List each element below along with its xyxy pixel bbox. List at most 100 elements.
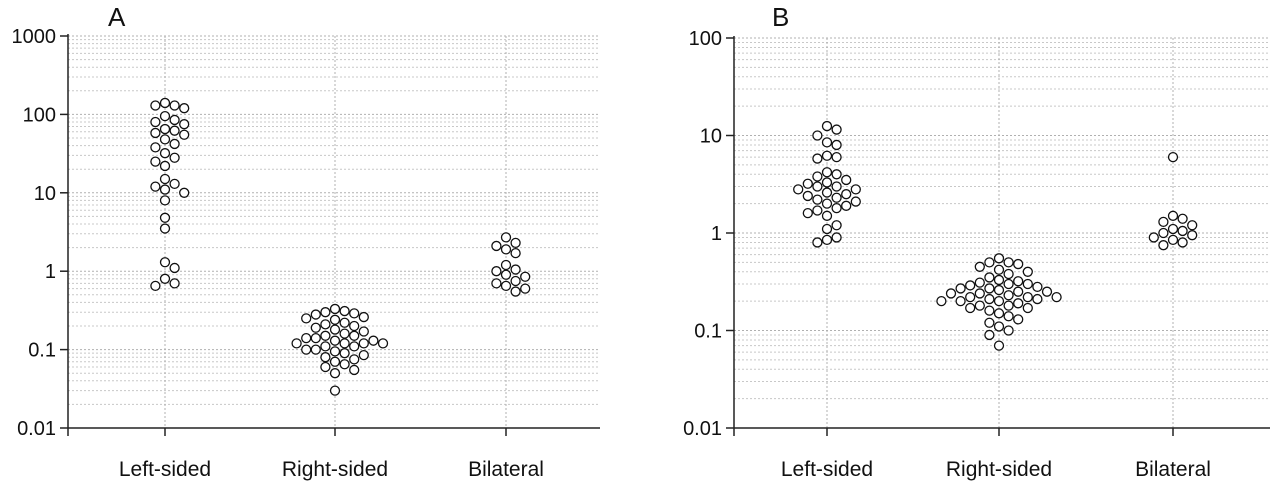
data-point: [320, 330, 331, 341]
data-point: [159, 257, 171, 268]
data-point: [1158, 227, 1169, 239]
data-point: [491, 266, 502, 277]
data-point: [329, 346, 341, 357]
data-point: [812, 130, 823, 141]
data-point: [179, 129, 190, 140]
chart-b-svg: 0.01 0.1 1 10 100 Left-sided Right-sided Bilate…: [683, 2, 1270, 481]
data-point: [310, 332, 321, 344]
data-point: [520, 271, 531, 282]
data-point: [150, 127, 161, 139]
data-point: [179, 103, 190, 114]
data-point: [841, 189, 852, 200]
data-point: [349, 330, 360, 341]
data-point: [329, 356, 341, 367]
data-point: [500, 259, 512, 271]
data-point: [169, 138, 180, 150]
data-point: [169, 114, 180, 126]
data-point: [1148, 232, 1159, 243]
data-point: [1003, 300, 1014, 311]
data-point: [329, 314, 341, 325]
data-point: [831, 192, 842, 203]
data-point: [150, 116, 161, 128]
data-point: [831, 181, 842, 192]
data-point: [358, 326, 369, 337]
data-point: [993, 264, 1005, 275]
data-point: [1032, 281, 1043, 293]
data-point: [159, 173, 171, 185]
data-point: [310, 344, 321, 355]
data-point: [159, 184, 171, 195]
data-point: [821, 210, 833, 221]
y-tick-label: 100: [23, 104, 56, 126]
data-point: [984, 257, 995, 268]
data-point: [291, 338, 302, 349]
data-point: [349, 308, 360, 319]
data-point: [339, 328, 350, 339]
data-point: [1003, 268, 1014, 280]
data-point: [491, 278, 502, 289]
data-point: [491, 240, 502, 252]
data-point: [320, 341, 331, 352]
x-tick-label: Left-sided: [781, 458, 873, 481]
data-point: [993, 321, 1005, 332]
data-point: [841, 200, 852, 211]
data-point: [329, 385, 341, 396]
data-point: [821, 137, 833, 148]
y-tick-label: 100: [689, 28, 722, 50]
data-point: [1167, 210, 1179, 221]
data-point: [510, 275, 521, 287]
data-point: [159, 212, 171, 223]
data-point: [965, 302, 976, 314]
data-point: [510, 237, 521, 248]
data-point: [301, 313, 312, 324]
data-point: [1022, 266, 1033, 277]
y-tick-label: 0.1: [694, 321, 722, 343]
data-point: [339, 338, 350, 349]
data-point: [159, 148, 171, 159]
data-point: [1177, 213, 1188, 224]
x-tick-label: Bilateral: [1135, 458, 1211, 481]
data-point: [301, 332, 312, 344]
data-point: [520, 283, 531, 294]
data-point: [850, 196, 861, 207]
data-point: [339, 317, 350, 328]
data-point: [812, 194, 823, 205]
x-tick-label: Bilateral: [468, 458, 544, 481]
data-point: [1022, 302, 1033, 314]
data-point: [821, 150, 833, 161]
data-point: [802, 190, 813, 202]
x-tick-label: Right-sided: [946, 458, 1052, 481]
data-point: [329, 324, 341, 335]
data-point: [310, 322, 321, 333]
data-point: [169, 278, 180, 289]
data-point: [179, 119, 190, 130]
data-point: [159, 123, 171, 135]
data-point: [159, 195, 171, 206]
data-point: [169, 262, 180, 274]
data-point: [993, 295, 1005, 307]
data-point: [320, 361, 331, 373]
data-point: [1167, 223, 1179, 235]
y-tick-label: 1000: [12, 26, 57, 48]
data-point: [821, 187, 833, 198]
data-point: [974, 261, 985, 272]
data-point: [1167, 234, 1179, 246]
data-point: [1187, 220, 1198, 231]
y-tick-label: 0.1: [28, 340, 56, 362]
data-point: [150, 181, 161, 192]
data-point: [984, 329, 995, 341]
data-point: [1013, 286, 1024, 297]
data-point: [993, 253, 1005, 264]
data-point: [159, 110, 171, 122]
data-point: [955, 283, 966, 294]
data-point: [150, 280, 161, 292]
data-point: [993, 274, 1005, 286]
data-point: [358, 349, 369, 361]
data-point: [368, 335, 379, 346]
data-point: [984, 283, 995, 294]
data-point: [850, 184, 861, 195]
data-point: [1051, 291, 1062, 303]
data-point: [1177, 225, 1188, 237]
data-point: [831, 169, 842, 180]
data-point: [974, 300, 985, 311]
